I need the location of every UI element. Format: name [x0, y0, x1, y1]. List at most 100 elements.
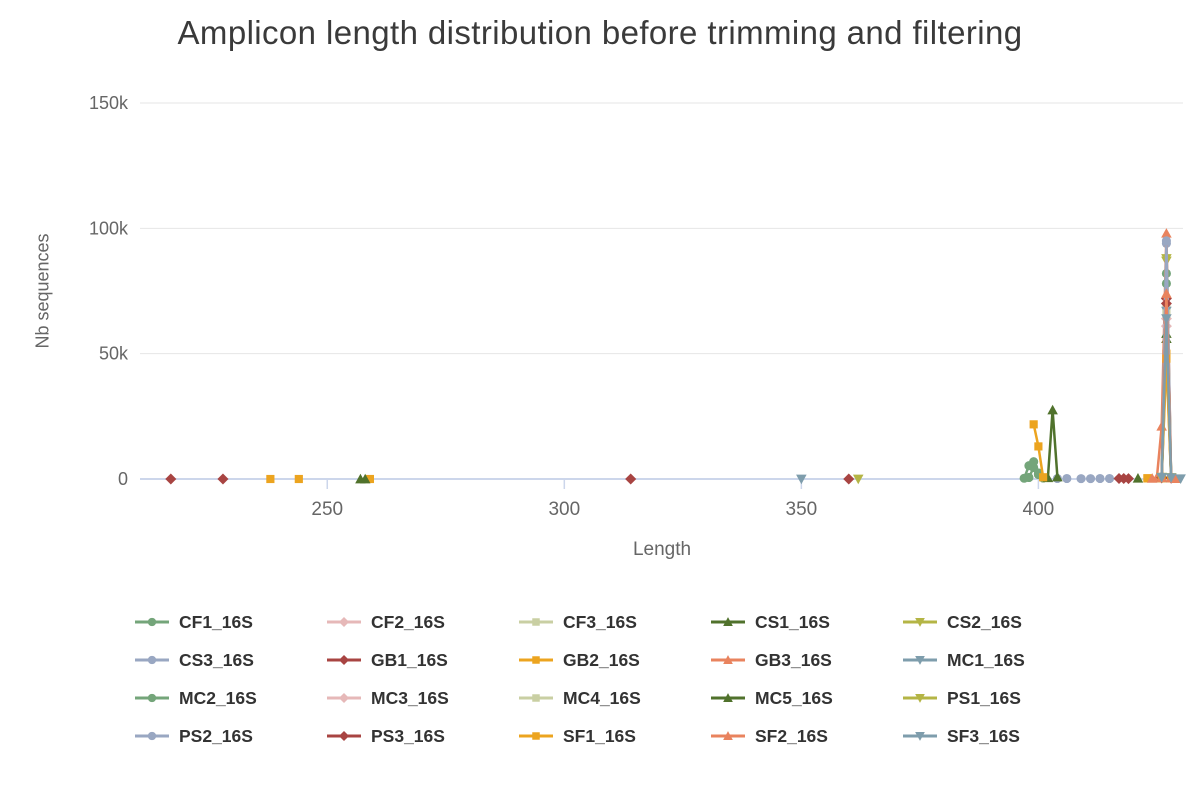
series-marker[interactable]: [1052, 471, 1063, 482]
series-marker[interactable]: [1146, 473, 1158, 483]
diamond-legend-marker-icon: [327, 730, 361, 742]
legend-marker[interactable]: [338, 692, 350, 704]
diamond-legend-marker-icon: [327, 692, 361, 704]
legend-marker[interactable]: [723, 617, 733, 626]
series-CS3_16S[interactable]: [1052, 238, 1176, 484]
series-PS1_16S[interactable]: [852, 254, 1177, 485]
legend-marker[interactable]: [915, 694, 925, 703]
legend-item-GB1_16S[interactable]: GB1_16S: [326, 650, 518, 671]
series-marker[interactable]: [1047, 404, 1058, 415]
legend-label: MC1_16S: [947, 649, 1025, 670]
series-MC5_16S[interactable]: [359, 328, 1177, 484]
legend-item-GB3_16S[interactable]: GB3_16S: [710, 650, 902, 671]
legend-item-SF2_16S[interactable]: SF2_16S: [710, 726, 902, 747]
series-marker[interactable]: [843, 473, 855, 485]
circle-legend-marker-icon: [135, 617, 169, 627]
legend-marker[interactable]: [147, 693, 157, 703]
legend-label: MC4_16S: [563, 687, 641, 708]
series-marker[interactable]: [796, 474, 807, 485]
series-marker[interactable]: [1161, 228, 1172, 238]
circle-legend-marker-icon: [135, 731, 169, 741]
series-marker[interactable]: [625, 473, 637, 485]
series-marker[interactable]: [1161, 314, 1172, 324]
legend-marker[interactable]: [338, 654, 350, 666]
legend-marker[interactable]: [532, 656, 540, 664]
series-marker[interactable]: [1095, 473, 1105, 484]
series-marker[interactable]: [1170, 473, 1182, 484]
legend-item-CF3_16S[interactable]: CF3_16S: [518, 612, 710, 633]
legend-item-MC5_16S[interactable]: MC5_16S: [710, 688, 902, 709]
legend-item-SF3_16S[interactable]: SF3_16S: [902, 726, 1094, 747]
series-marker[interactable]: [1175, 474, 1186, 485]
series-MC1_16S[interactable]: [796, 306, 1177, 485]
legend-marker[interactable]: [147, 617, 157, 627]
series-MC2_16S[interactable]: [1019, 278, 1176, 483]
legend-label: SF3_16S: [947, 725, 1020, 746]
series-marker[interactable]: [1029, 457, 1039, 467]
legend-marker[interactable]: [723, 731, 733, 740]
series-marker[interactable]: [1165, 473, 1177, 484]
legend-item-GB2_16S[interactable]: GB2_16S: [518, 650, 710, 671]
series-marker[interactable]: [1143, 474, 1152, 483]
legend-label: PS2_16S: [179, 725, 253, 746]
series-marker[interactable]: [852, 474, 864, 485]
legend-marker[interactable]: [915, 618, 925, 627]
legend-item-MC2_16S[interactable]: MC2_16S: [134, 688, 326, 709]
series-marker[interactable]: [1019, 473, 1029, 483]
series-marker[interactable]: [1076, 474, 1086, 484]
series-marker[interactable]: [1029, 420, 1038, 429]
series-marker[interactable]: [1039, 473, 1048, 482]
series-CF1_16S[interactable]: [1024, 268, 1176, 483]
series-marker[interactable]: [1122, 473, 1134, 485]
series-GB1_16S[interactable]: [165, 293, 1177, 485]
series-marker[interactable]: [1034, 442, 1043, 451]
series-marker[interactable]: [1113, 472, 1125, 485]
series-marker[interactable]: [1104, 473, 1115, 484]
legend-marker[interactable]: [147, 731, 157, 741]
legend-item-CS2_16S[interactable]: CS2_16S: [902, 612, 1094, 633]
legend-marker[interactable]: [532, 732, 540, 740]
legend-marker[interactable]: [915, 656, 925, 665]
legend-item-CS1_16S[interactable]: CS1_16S: [710, 612, 902, 633]
legend-item-PS3_16S[interactable]: PS3_16S: [326, 726, 518, 747]
series-PS3_16S[interactable]: [843, 298, 1177, 485]
series-marker[interactable]: [294, 474, 303, 484]
legend-item-CF1_16S[interactable]: CF1_16S: [134, 612, 326, 633]
legend-marker[interactable]: [147, 655, 157, 665]
legend-marker[interactable]: [723, 655, 733, 664]
legend-item-MC3_16S[interactable]: MC3_16S: [326, 688, 518, 709]
legend-label: GB2_16S: [563, 649, 640, 670]
series-marker[interactable]: [365, 474, 375, 484]
series-marker[interactable]: [1132, 472, 1144, 483]
series-marker[interactable]: [1161, 236, 1171, 246]
legend-item-MC1_16S[interactable]: MC1_16S: [902, 650, 1094, 671]
series-marker[interactable]: [217, 473, 229, 485]
legend-marker[interactable]: [915, 732, 925, 741]
series-marker[interactable]: [1156, 473, 1167, 483]
series-marker[interactable]: [266, 474, 275, 484]
legend-item-PS2_16S[interactable]: PS2_16S: [134, 726, 326, 747]
series-marker[interactable]: [1161, 288, 1172, 298]
legend-item-SF1_16S[interactable]: SF1_16S: [518, 726, 710, 747]
legend-marker[interactable]: [532, 618, 540, 626]
legend-marker[interactable]: [532, 694, 540, 702]
legend-label: SF2_16S: [755, 725, 828, 746]
legend-marker[interactable]: [723, 693, 733, 702]
series-marker[interactable]: [1062, 473, 1072, 484]
legend-marker[interactable]: [338, 730, 350, 742]
legend-label: CS2_16S: [947, 611, 1022, 632]
legend-label: MC5_16S: [755, 687, 833, 708]
series-SF3_16S[interactable]: [1156, 314, 1186, 485]
triangle-legend-marker-icon: [711, 731, 745, 740]
series-marker[interactable]: [1085, 474, 1096, 484]
triangle-legend-marker-icon: [711, 617, 745, 626]
series-line[interactable]: [1046, 408, 1059, 479]
series-marker[interactable]: [165, 473, 177, 485]
legend-item-CF2_16S[interactable]: CF2_16S: [326, 612, 518, 633]
series-marker[interactable]: [359, 473, 371, 484]
legend-item-CS3_16S[interactable]: CS3_16S: [134, 650, 326, 671]
legend-marker[interactable]: [338, 616, 350, 628]
legend-item-MC4_16S[interactable]: MC4_16S: [518, 688, 710, 709]
legend-item-PS1_16S[interactable]: PS1_16S: [902, 688, 1094, 709]
series-GB2_16S[interactable]: [266, 349, 1176, 484]
